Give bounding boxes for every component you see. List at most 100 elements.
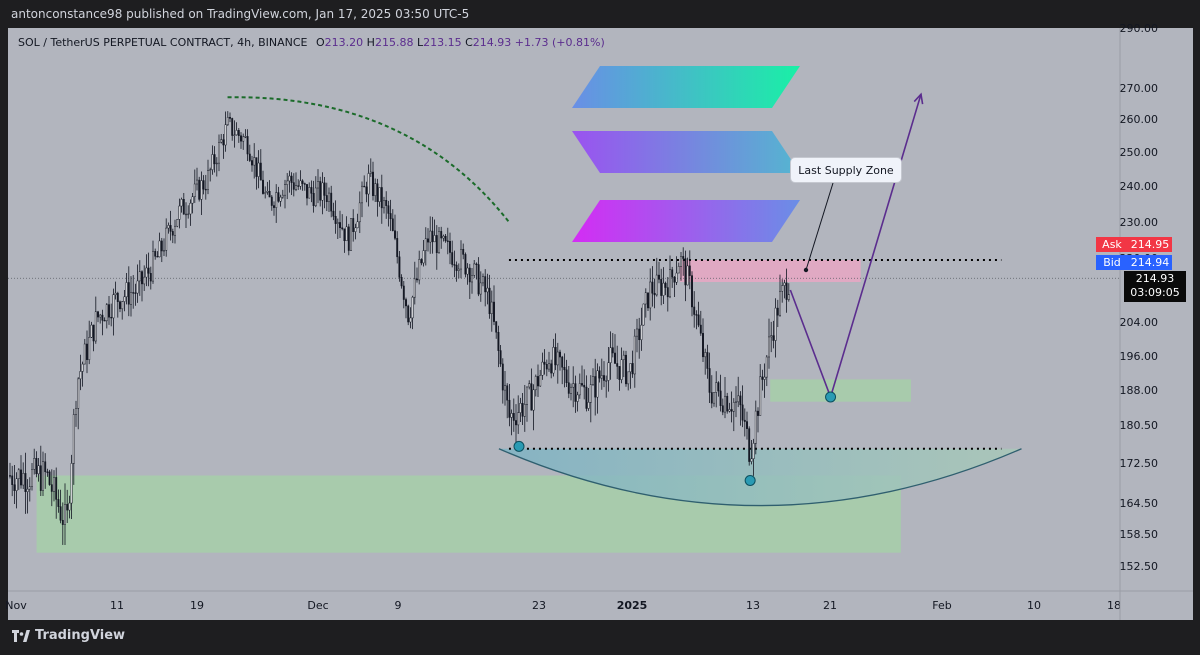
- candle-body: [730, 409, 733, 412]
- candle-body: [699, 324, 702, 334]
- candle-body: [717, 382, 720, 392]
- candle-body: [330, 192, 333, 212]
- candle-body: [154, 251, 157, 257]
- candle-body: [785, 282, 788, 300]
- candle-body: [490, 301, 493, 315]
- candle-body: [420, 259, 423, 264]
- candle-body: [440, 231, 443, 239]
- callout-anchor: [803, 267, 809, 273]
- candle-body: [314, 187, 317, 206]
- candle-body: [396, 238, 399, 258]
- candle-body: [616, 363, 619, 367]
- footer-bar: [0, 620, 1200, 655]
- candle-body: [152, 251, 154, 282]
- candle-body: [187, 213, 190, 216]
- candle-body: [273, 205, 275, 208]
- candle-body: [512, 413, 515, 421]
- candle-body: [262, 179, 264, 194]
- candle-body: [528, 383, 531, 388]
- candle-body: [57, 499, 60, 507]
- candle-body: [105, 304, 108, 322]
- candle-body: [277, 192, 280, 202]
- candle-body: [207, 170, 209, 190]
- candle-body: [290, 175, 293, 183]
- ask-label: Ask: [1096, 237, 1128, 252]
- candle-body: [677, 266, 680, 274]
- candle-body: [171, 231, 174, 236]
- candle-body: [787, 294, 790, 300]
- candle-body: [706, 352, 709, 369]
- candle-body: [178, 205, 181, 220]
- candle-body: [675, 272, 678, 283]
- candle-body: [110, 316, 113, 319]
- candle-body: [64, 504, 66, 525]
- candle-body: [743, 419, 746, 422]
- candle-body: [325, 195, 328, 203]
- candle-body: [334, 216, 337, 224]
- candle-body: [504, 385, 506, 391]
- candle-body: [631, 363, 634, 375]
- candle-body: [471, 275, 473, 283]
- x-tick-label: 2025: [617, 599, 648, 612]
- candle-body: [620, 359, 623, 380]
- candle-body: [655, 274, 658, 296]
- candle-body: [640, 324, 643, 341]
- candle-body: [24, 473, 27, 492]
- candle-body: [169, 225, 172, 232]
- candle-body: [636, 328, 638, 337]
- candle-body: [567, 382, 570, 394]
- candle-body: [77, 378, 80, 409]
- candle-body: [127, 282, 130, 305]
- last-price-tag: 214.93 03:09:05: [1124, 271, 1186, 302]
- candle-body: [495, 321, 498, 333]
- candle-body: [310, 187, 313, 194]
- candle-body: [629, 363, 632, 373]
- candle-body: [193, 183, 196, 197]
- candle-body: [543, 361, 546, 365]
- candle-body: [94, 311, 97, 342]
- candle-body: [424, 238, 427, 251]
- candle-body: [552, 347, 555, 374]
- candle-body: [594, 376, 597, 398]
- candle-body: [189, 202, 192, 215]
- candle-body: [11, 475, 14, 485]
- tradingview-logo[interactable]: TradingView: [12, 628, 125, 643]
- candle-body: [284, 184, 286, 196]
- candle-body: [515, 420, 517, 426]
- candle-body: [781, 285, 784, 292]
- candle-body: [644, 292, 647, 305]
- candle-body: [343, 228, 346, 242]
- bar-countdown: 03:09:05: [1130, 286, 1180, 299]
- candle-body: [783, 282, 786, 286]
- candle-body: [339, 222, 341, 229]
- candle-body: [358, 202, 361, 223]
- candle-body: [369, 171, 372, 174]
- candle-body: [651, 281, 654, 294]
- candle-body: [772, 335, 775, 341]
- candle-body: [532, 389, 535, 411]
- candle-body: [457, 268, 460, 271]
- candle-body: [499, 350, 502, 365]
- candle-body: [625, 354, 627, 385]
- high-label: H: [366, 36, 375, 49]
- candle-body: [158, 240, 161, 258]
- candle-body: [13, 484, 16, 491]
- candle-body: [449, 240, 451, 253]
- candle-body: [248, 153, 251, 161]
- candle-body: [684, 258, 687, 286]
- solana-logo-bottom-bar: [572, 200, 800, 242]
- supply-zone-callout[interactable]: Last Supply Zone: [790, 157, 902, 183]
- candle-body: [779, 290, 781, 316]
- candle-body: [266, 190, 269, 193]
- candle-body: [664, 282, 667, 288]
- candle-body: [145, 267, 148, 278]
- candle-body: [224, 124, 227, 146]
- x-tick-label: 23: [532, 599, 546, 612]
- candle-body: [537, 376, 539, 387]
- candle-body: [44, 461, 47, 473]
- candle-body: [693, 306, 696, 315]
- y-tick-label: 172.50: [1120, 457, 1159, 470]
- candle-body: [303, 183, 306, 185]
- candle-body: [367, 173, 370, 195]
